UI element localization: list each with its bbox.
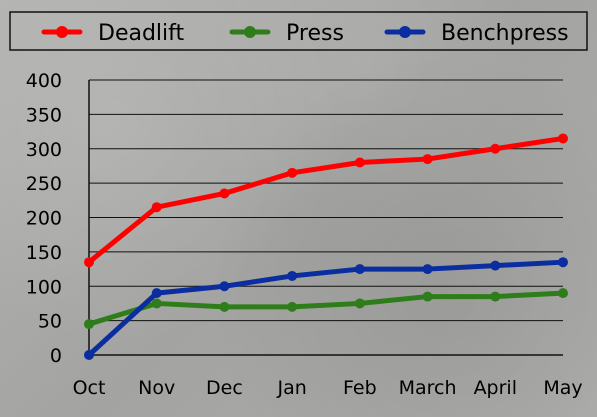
legend-item-press: Press xyxy=(229,21,344,46)
data-point-press xyxy=(558,288,568,299)
y-tick-label: 250 xyxy=(26,173,62,195)
data-point-benchpress xyxy=(490,260,501,271)
y-tick-label: 100 xyxy=(26,276,62,298)
data-point-deadlift xyxy=(490,143,501,154)
data-point-deadlift xyxy=(219,188,230,199)
legend-item-benchpress: Benchpress xyxy=(384,21,569,46)
data-point-deadlift xyxy=(151,202,162,213)
data-point-benchpress xyxy=(558,257,568,268)
grid-lines xyxy=(89,79,563,356)
data-point-deadlift xyxy=(84,257,94,268)
data-point-press xyxy=(490,291,501,302)
legend-item-deadlift: Deadlift xyxy=(41,21,185,46)
y-tick-label: 300 xyxy=(26,139,62,161)
data-point-deadlift xyxy=(558,133,568,144)
data-point-press xyxy=(151,298,162,309)
x-tick-label: Nov xyxy=(138,377,175,399)
legend-box xyxy=(9,11,588,51)
data-point-benchpress xyxy=(219,281,230,292)
legend: Deadlift Press Benchpress xyxy=(41,21,569,46)
data-point-deadlift xyxy=(422,154,433,165)
series-line-press xyxy=(86,290,566,327)
series-deadlift xyxy=(84,133,568,268)
y-tick-label: 350 xyxy=(26,104,62,126)
data-point-deadlift xyxy=(354,157,365,168)
series-benchpress xyxy=(84,257,568,360)
series-line-benchpress xyxy=(86,259,566,358)
y-tick-label: 400 xyxy=(26,70,62,92)
series-layer xyxy=(84,133,568,360)
data-point-benchpress xyxy=(151,288,162,299)
x-tick-label: May xyxy=(543,377,582,399)
legend-label: Deadlift xyxy=(98,21,185,46)
x-tick-label: Dec xyxy=(206,377,243,399)
legend-label: Press xyxy=(286,21,344,46)
data-point-benchpress xyxy=(422,264,433,275)
data-point-deadlift xyxy=(287,167,298,178)
y-tick-label: 50 xyxy=(38,311,62,333)
data-point-press xyxy=(84,319,94,330)
axes xyxy=(88,80,563,356)
y-tick-label: 0 xyxy=(50,345,62,367)
legend-swatch-marker xyxy=(56,26,68,38)
y-axis-ticks: 0 50 100 150 200 250 300 350 400 xyxy=(26,70,62,367)
x-tick-label: Feb xyxy=(343,377,377,399)
legend-label: Benchpress xyxy=(441,21,569,46)
y-tick-label: 200 xyxy=(26,208,62,230)
data-point-benchpress xyxy=(354,264,365,275)
y-tick-label: 150 xyxy=(26,242,62,264)
x-tick-label: Oct xyxy=(73,377,106,399)
data-point-benchpress xyxy=(287,270,298,281)
x-tick-label: March xyxy=(399,377,457,399)
legend-swatch-marker xyxy=(244,26,256,38)
data-point-press xyxy=(287,301,298,312)
series-press xyxy=(84,288,568,330)
data-point-press xyxy=(422,291,433,302)
data-point-benchpress xyxy=(84,350,94,360)
series-line-deadlift xyxy=(86,135,566,265)
x-axis-ticks: Oct Nov Dec Jan Feb March April May xyxy=(73,377,583,399)
data-point-press xyxy=(219,301,230,312)
x-tick-label: April xyxy=(474,377,517,399)
legend-swatch-marker xyxy=(399,26,411,38)
x-tick-label: Jan xyxy=(276,377,306,399)
data-point-press xyxy=(354,298,365,309)
